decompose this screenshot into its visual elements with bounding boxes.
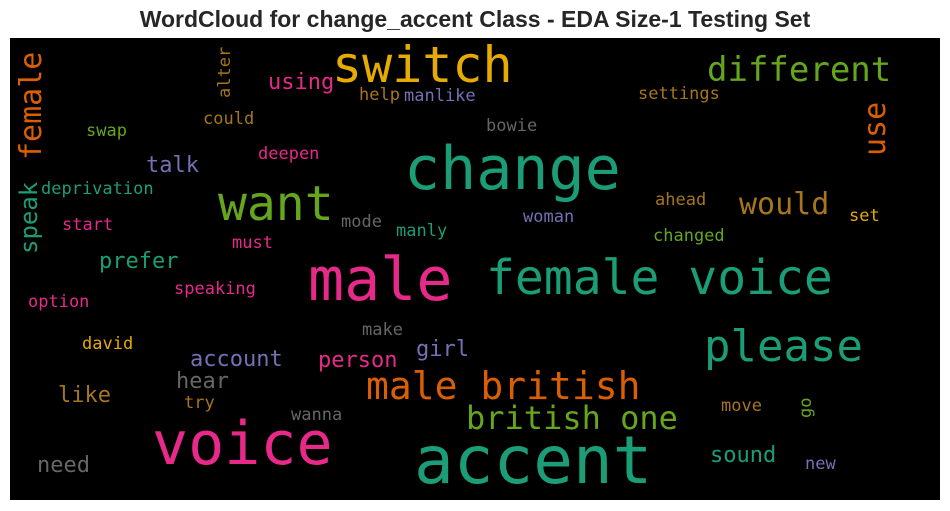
chart-title: WordCloud for change_accent Class - EDA … <box>139 6 811 32</box>
word-could: could <box>203 109 254 129</box>
word-ahead: ahead <box>655 190 706 210</box>
word-make: make <box>362 320 403 340</box>
word-account: account <box>190 347 283 372</box>
word-mode: mode <box>341 212 382 232</box>
word-like: like <box>58 383 111 408</box>
word-move: move <box>721 396 762 416</box>
word-changed: changed <box>653 226 725 246</box>
word-please: please <box>704 321 863 372</box>
word-change: change <box>404 134 621 204</box>
word-go: go <box>796 398 816 418</box>
word-set: set <box>849 206 880 226</box>
word-speak: speak <box>15 181 43 254</box>
word-bowie: bowie <box>486 116 537 136</box>
word-voice: voice <box>152 409 333 479</box>
word-male-british: male british <box>366 364 641 408</box>
word-male: male <box>308 245 453 315</box>
word-hear: hear <box>176 369 229 394</box>
word-david: david <box>82 334 133 354</box>
word-want: want <box>218 176 334 232</box>
word-deepen: deepen <box>258 144 319 164</box>
word-start: start <box>62 215 113 235</box>
word-alter: alter <box>215 47 235 98</box>
word-prefer: prefer <box>99 249 178 274</box>
word-need: need <box>37 453 90 478</box>
word-manlike: manlike <box>404 86 476 106</box>
word-woman: woman <box>523 207 574 227</box>
word-settings: settings <box>638 84 720 104</box>
word-new: new <box>805 454 836 474</box>
word-deprivation: deprivation <box>41 179 154 199</box>
word-sound: sound <box>710 443 776 468</box>
wordcloud-canvas: accent change voice male female voice switch w… <box>10 38 940 500</box>
word-girl: girl <box>416 337 469 362</box>
word-switch: switch <box>332 38 513 94</box>
word-accent: accent <box>414 422 652 499</box>
word-speaking: speaking <box>174 279 256 299</box>
word-must: must <box>232 233 273 253</box>
word-manly: manly <box>396 221 447 241</box>
word-swap: swap <box>86 121 127 141</box>
word-different: different <box>707 50 891 90</box>
wordcloud-svg: accent change voice male female voice switch w… <box>14 38 893 499</box>
word-help: help <box>359 85 400 105</box>
word-female: female <box>14 52 49 160</box>
word-use: use <box>858 102 893 156</box>
word-person: person <box>318 348 397 373</box>
word-wanna: wanna <box>291 405 342 425</box>
word-would: would <box>739 187 829 222</box>
word-try: try <box>184 393 215 413</box>
word-using: using <box>268 70 334 95</box>
word-female-voice: female voice <box>486 250 833 306</box>
word-talk: talk <box>146 153 199 178</box>
word-british-one: british one <box>466 399 678 437</box>
word-option: option <box>28 292 89 312</box>
